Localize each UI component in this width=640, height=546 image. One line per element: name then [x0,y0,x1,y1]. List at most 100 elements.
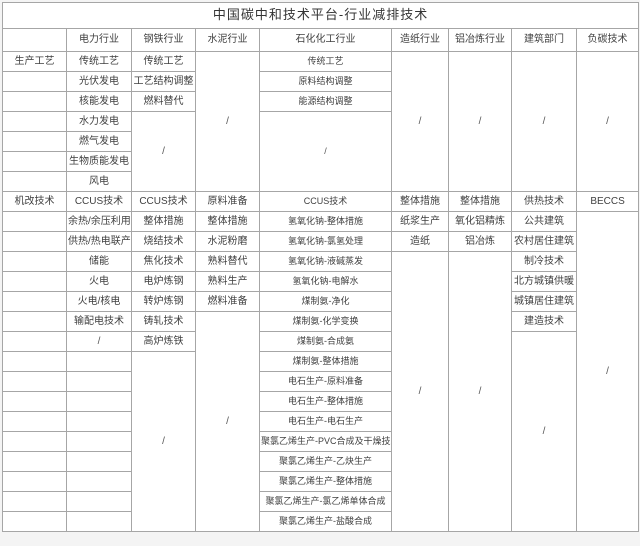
empty-cell [66,451,132,472]
column-header: 铝冶炼行业 [448,28,512,52]
column-header: 建筑部门 [511,28,577,52]
empty-cell [2,151,67,172]
empty-cell [2,211,67,232]
empty-cell [2,491,67,512]
table-cell: 燃料准备 [195,291,260,312]
table-row: 火电 电炉炼钢 熟料生产 氢氧化钠-电解水 北方城镇供暖 [2,271,639,292]
table-cell: 原料准备 [195,191,260,212]
slash-cell: / [511,51,577,192]
column-header: 水泥行业 [195,28,260,52]
empty-cell [66,351,132,372]
empty-cell [2,331,67,352]
table-row: 聚氯乙烯生产-乙炔生产 [2,451,639,472]
table-cell: 氧化铝精炼 [448,211,512,232]
table-cell: BECCS [575,191,640,212]
empty-cell [2,311,67,332]
table-cell: 农村居住建筑 [511,231,577,252]
empty-cell [2,391,67,412]
table-row: 电石生产-原料准备 [2,371,639,392]
empty-cell [2,351,67,372]
table-cell: 电石生产-电石生产 [259,411,392,432]
empty-cell [2,91,67,112]
table-body: 生产工艺 传统工艺 传统工艺 / 传统工艺 / / / / 光伏发电 工艺结构调整 原料结构调整 核能发… [2,51,640,532]
table-cell: 建造技术 [511,311,577,332]
table-cell: 转炉炼钢 [131,291,196,312]
table-cell: 氢氧化钠-液碱蒸发 [259,251,392,272]
table-cell: 公共建筑 [511,211,577,232]
carbon-platform-page: 中国碳中和技术平台-行业减排技术 电力行业 钢铁行业 水泥行业 石化化工行业 造纸行业铝… [1,2,640,532]
table-cell: 输配电技术 [66,311,132,332]
table-row: 输配电技术 铸轧技术 / 煤制氨-化学变换 建造技术 [2,311,639,532]
section-label-cell: 生产工艺 [2,51,67,72]
table-cell: 城镇居住建筑 [511,291,577,312]
empty-cell [2,171,67,192]
table-cell: CCUS技术 [259,191,392,212]
table-cell: 整体措施 [391,191,449,212]
table-cell: 传统工艺 [131,51,196,72]
empty-cell [66,391,132,412]
table-cell: 原料结构调整 [259,71,392,92]
table-cell: 铸轧技术 [131,311,196,332]
table-cell: 焦化技术 [131,251,196,272]
table-cell: CCUS技术 [131,191,196,212]
column-header: 负碳技术 [575,28,640,52]
slash-cell: / [131,111,196,192]
empty-cell [2,231,67,252]
table-cell: 整体措施 [131,211,196,232]
table-cell: 氢氧化钠-电解水 [259,271,392,292]
slash-cell: / [511,331,577,532]
table-cell: 供热技术 [511,191,577,212]
table-cell: 熟料替代 [195,251,260,272]
section-label-cell: 机改技术 [2,191,67,212]
table-cell: 铝冶炼 [448,231,512,252]
table-cell: 风电 [66,171,132,192]
empty-cell [66,511,132,532]
empty-cell [2,431,67,452]
table-row: 生产工艺 传统工艺 传统工艺 / 传统工艺 / / / / [2,51,640,192]
table-cell: 整体措施 [195,211,260,232]
empty-cell [2,371,67,392]
table-cell: 余热/余压利用 [66,211,132,232]
header-row: 电力行业 钢铁行业 水泥行业 石化化工行业 造纸行业 铝冶炼行业 建筑部门 负碳技术 [2,28,640,52]
slash-cell: / [448,251,512,532]
table-row: 聚氯乙烯生产-整体措施 [2,471,639,492]
table-cell: 电石生产-整体措施 [259,391,392,412]
table-cell: 造纸 [391,231,449,252]
table-cell: 储能 [66,251,132,272]
table-row: 风电 [2,171,639,192]
table-cell: 生物质能发电 [66,151,132,172]
empty-cell [66,471,132,492]
emission-tech-table: 中国碳中和技术平台-行业减排技术 电力行业 钢铁行业 水泥行业 石化化工行业 造纸行业铝… [1,2,640,532]
table-cell: 工艺结构调整 [131,71,196,92]
table-cell: 聚氯乙烯生产-整体措施 [259,471,392,492]
table-row: 生物质能发电 [2,151,639,172]
table-row: 余热/余压利用 整体措施 整体措施 氢氧化钠-整体措施 纸浆生产 氧化铝精炼 公共建筑 / [2,211,640,532]
table-cell: 电石生产-原料准备 [259,371,392,392]
table-row: 机改技术 CCUS技术 CCUS技术 原料准备 CCUS技术 整体措施 整体措施 供热技术 BE… [2,191,640,212]
empty-cell [2,71,67,92]
corner-cell [2,28,67,52]
empty-cell [2,411,67,432]
empty-cell [2,511,67,532]
table-cell: 火电 [66,271,132,292]
slash-cell: / [66,331,132,352]
table-cell: 水力发电 [66,111,132,132]
slash-cell: / [575,51,640,192]
table-row: 燃气发电 [2,131,639,152]
table-cell: 煤制氨-整体措施 [259,351,392,372]
slash-cell: / [448,51,512,192]
empty-cell [2,451,67,472]
empty-cell [2,111,67,132]
table-cell: 聚氯乙烯生产-PVC合成及干燥技术 [259,431,392,452]
table-row: 储能 焦化技术 熟料替代 氢氧化钠-液碱蒸发 / / 制冷技术 [2,251,639,532]
table-cell: 煤制氨-合成氨 [259,331,392,352]
table-row: 聚氯乙烯生产-盐酸合成 [2,511,639,532]
table-cell: 核能发电 [66,91,132,112]
slash-cell: / [195,311,260,532]
table-cell: 整体措施 [448,191,512,212]
column-header: 石化化工行业 [259,28,392,52]
table-row: / 高炉炼铁 煤制氨-合成氨 / [2,331,639,532]
table-cell: 聚氯乙烯生产-盐酸合成 [259,511,392,532]
slash-cell: / [391,251,449,532]
table-cell: 能源结构调整 [259,91,392,112]
